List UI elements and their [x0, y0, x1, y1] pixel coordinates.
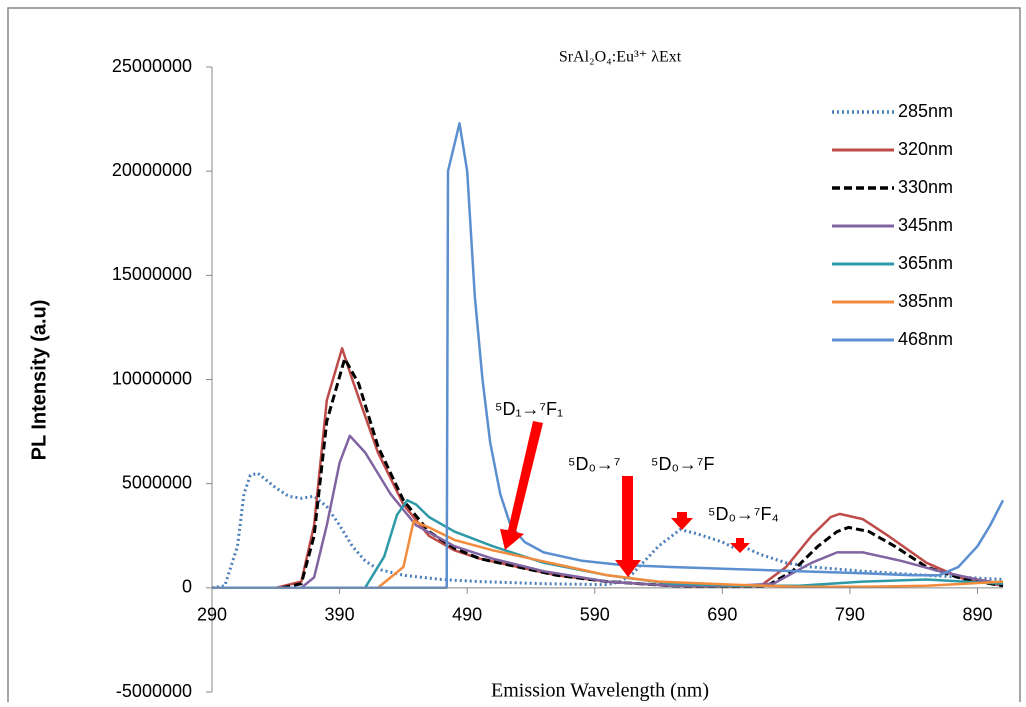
annotation-arrows — [500, 421, 750, 577]
legend-label: 330nm — [898, 177, 953, 197]
x-axis-title: Emission Wavelength (nm) — [491, 680, 709, 702]
legend-label: 385nm — [898, 291, 953, 311]
chart-frame — [7, 7, 1021, 707]
legend-label: 320nm — [898, 139, 953, 159]
annotation: ⁵D₀→⁷F — [651, 454, 714, 474]
legend-label: 468nm — [898, 329, 953, 349]
annotation: ⁵D₁→⁷F₁ — [495, 399, 563, 419]
arrow — [730, 538, 750, 553]
y-tick-label: 20000000 — [112, 160, 192, 180]
arrow — [671, 512, 693, 530]
legend-label: 345nm — [898, 215, 953, 235]
x-tick-label: 790 — [835, 605, 865, 625]
y-tick-label: 25000000 — [112, 56, 192, 76]
y-tick-label: -5000000 — [116, 681, 192, 701]
series-line — [377, 519, 1004, 589]
y-tick-label: 15000000 — [112, 264, 192, 284]
annotation: ⁵D₀→⁷ — [568, 454, 620, 474]
x-tick-label: 490 — [452, 605, 482, 625]
chart-title: SrAl₂O₄:Eu³⁺ λExt — [559, 49, 682, 66]
arrow — [500, 421, 543, 550]
y-tick-label: 5000000 — [122, 472, 192, 492]
x-tick-label: 290 — [197, 605, 227, 625]
series-line — [212, 122, 1004, 590]
series-line — [364, 499, 1004, 589]
annotation: ⁵D₀→⁷F₄ — [708, 504, 779, 524]
series-line — [300, 434, 1004, 589]
series-line — [212, 471, 1004, 590]
y-tick-label: 10000000 — [112, 368, 192, 388]
x-tick-label: 390 — [325, 605, 355, 625]
x-tick-label: 690 — [707, 605, 737, 625]
legend-label: 285nm — [898, 101, 953, 121]
legend-label: 365nm — [898, 253, 953, 273]
y-axis-title: PL Intensity (a.u) — [28, 300, 50, 461]
x-tick-label: 890 — [962, 605, 992, 625]
x-tick-label: 590 — [580, 605, 610, 625]
plot-area — [212, 122, 1004, 590]
arrow — [615, 476, 641, 577]
y-tick-label: 0 — [182, 577, 192, 597]
